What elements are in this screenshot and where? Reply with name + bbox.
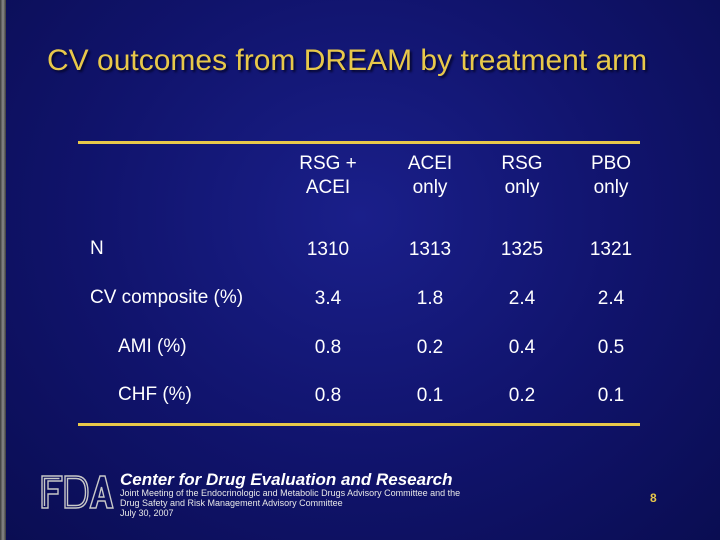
column-header-line: PBO (590, 153, 632, 174)
footer-meeting-line2: Drug Safety and Risk Management Advisory… (120, 498, 343, 508)
row-label-ami: AMI (%) (118, 336, 187, 357)
table-top-rule (78, 141, 640, 144)
table-cell: 0.4 (508, 337, 536, 358)
column-header-line: RSG + (299, 153, 357, 174)
row-label-n: N (90, 238, 104, 259)
footer-center-name: Center for Drug Evaluation and Research (120, 470, 453, 489)
table-cell: 2.4 (508, 288, 536, 309)
table-cell: 1321 (589, 239, 633, 260)
column-header-line: only (504, 177, 540, 198)
table-cell: 0.2 (508, 385, 536, 406)
table-cell: 0.1 (597, 385, 625, 406)
footer-date: July 30, 2007 (120, 508, 174, 518)
column-header-rsg-only: RSG only (477, 152, 567, 200)
footer-meeting-info: Joint Meeting of the Endocrinologic and … (120, 488, 550, 518)
table-cell: 1.8 (416, 288, 444, 309)
column-header-line: ACEI (407, 153, 453, 174)
fda-logo (41, 475, 114, 509)
table-bottom-rule (78, 423, 640, 426)
page-number: 8 (650, 491, 657, 505)
column-header-pbo-only: PBO only (566, 152, 656, 200)
column-header-line: ACEI (305, 177, 351, 198)
column-header-line: only (412, 177, 448, 198)
column-header-rsg-acei: RSG + ACEI (283, 152, 373, 200)
column-header-line: only (593, 177, 629, 198)
table-cell: 1325 (500, 239, 544, 260)
column-header-acei-only: ACEI only (385, 152, 475, 200)
table-cell: 0.5 (597, 337, 625, 358)
table-cell: 0.8 (314, 385, 342, 406)
column-header-line: RSG (501, 153, 543, 174)
table-cell: 3.4 (314, 288, 342, 309)
row-label-chf: CHF (%) (118, 384, 192, 405)
table-cell: 0.8 (314, 337, 342, 358)
table-cell: 0.1 (416, 385, 444, 406)
table-cell: 2.4 (597, 288, 625, 309)
table-cell: 1313 (408, 239, 452, 260)
slide-title: CV outcomes from DREAM by treatment arm (47, 44, 648, 77)
table-cell: 0.2 (416, 337, 444, 358)
row-label-cv-composite: CV composite (%) (90, 287, 244, 308)
slide-left-border (0, 0, 6, 540)
footer-meeting-line1: Joint Meeting of the Endocrinologic and … (120, 488, 461, 498)
table-cell: 1310 (306, 239, 350, 260)
